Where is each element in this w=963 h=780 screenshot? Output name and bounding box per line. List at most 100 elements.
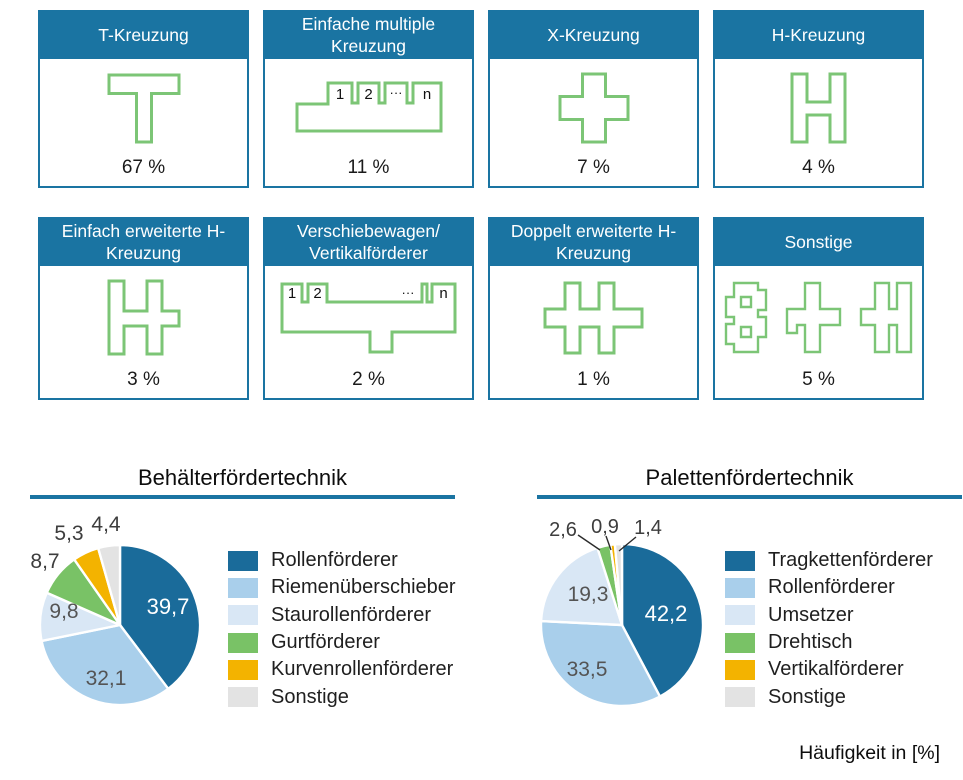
legend-swatch: [725, 659, 755, 680]
legend-swatch: [228, 605, 258, 626]
icon-label-dots: ···: [389, 85, 402, 100]
pie-value-label: 32,1: [86, 667, 127, 690]
legend-label: Vertikalförderer: [768, 658, 904, 681]
transfer-car-icon: 1 2 ··· n: [280, 282, 457, 353]
legend-item: Vertikalförderer: [725, 656, 933, 683]
pie-value-label: 42,2: [645, 601, 688, 626]
double-extended-h-junction-icon: [543, 281, 644, 354]
card-sonstige: Sonstige 5 %: [713, 217, 924, 400]
card-title: Sonstige: [715, 219, 922, 266]
card-title: T-Kreuzung: [40, 12, 247, 59]
pie-value-label: 8,7: [30, 550, 59, 573]
pie-value-label: 1,4: [634, 517, 662, 539]
junction-cards-grid: T-Kreuzung 67 % Einfache multiple Kreuzu…: [38, 10, 924, 400]
card-title: Doppelt erweiterte H-Kreuzung: [490, 219, 697, 266]
icon-label-2: 2: [364, 86, 372, 103]
pie-value-label: 39,7: [147, 594, 190, 619]
pie-value-label: 5,3: [54, 522, 83, 545]
pie-value-label: 9,8: [49, 600, 78, 623]
legend-swatch: [725, 577, 755, 598]
pie-value-label: 19,3: [568, 583, 609, 606]
pie-slice: [613, 542, 624, 627]
pie-slice: [539, 546, 624, 627]
legend-behaelter: Rollenförderer Riemenüberschieber Stauro…: [228, 547, 456, 711]
multiple-junction-icon: 1 2 ··· n: [295, 81, 442, 133]
icon-label-1: 1: [335, 86, 343, 103]
card-t-kreuzung: T-Kreuzung 67 %: [38, 10, 249, 188]
legend-label: Gurtförderer: [271, 631, 380, 654]
pie-slice: [40, 623, 170, 707]
legend-item: Riemenüberschieber: [228, 574, 456, 601]
legend-swatch: [228, 550, 258, 571]
h-junction-icon: [790, 72, 847, 144]
legend-swatch: [228, 577, 258, 598]
card-title: X-Kreuzung: [490, 12, 697, 59]
t-junction-icon: [107, 73, 180, 143]
card-percent: 3 %: [127, 369, 160, 390]
legend-item: Rollenförderer: [725, 574, 933, 601]
legend-label: Umsetzer: [768, 603, 854, 626]
label-leader-line: [605, 535, 612, 551]
card-verschiebewagen: Verschiebewagen/ Vertikalförderer 1 2 ··…: [263, 217, 474, 400]
legend-swatch: [725, 550, 755, 571]
legend-item: Sonstige: [725, 683, 933, 710]
icon-label-dots: ···: [402, 285, 415, 300]
legend-label: Tragkettenförderer: [768, 549, 933, 572]
pie-value-label: 4,4: [91, 513, 121, 536]
legend-label: Drehtisch: [768, 631, 853, 654]
card-percent: 11 %: [347, 157, 390, 178]
legend-label: Rollenförderer: [271, 549, 398, 572]
legend-label: Riemenüberschieber: [271, 576, 456, 599]
card-title: Verschiebewagen/ Vertikalförderer: [265, 219, 472, 266]
title-underline: [537, 495, 962, 499]
card-x-kreuzung: X-Kreuzung 7 %: [488, 10, 699, 188]
legend-item: Umsetzer: [725, 602, 933, 629]
card-percent: 7 %: [577, 157, 610, 178]
legend-item: Sonstige: [228, 683, 456, 710]
legend-label: Rollenförderer: [768, 576, 895, 599]
misc-junction-icon-a: [724, 281, 768, 354]
unit-footnote: Häufigkeit in [%]: [799, 742, 940, 764]
card-doppelt-erweiterte-h-kreuzung: Doppelt erweiterte H-Kreuzung 1 %: [488, 217, 699, 400]
pie-value-label: 33,5: [567, 658, 608, 681]
card-percent: 1 %: [577, 369, 610, 390]
legend-label: Sonstige: [768, 685, 846, 708]
chart-title-paletten: Palettenfördertechnik: [645, 465, 854, 490]
pie-value-label: 0,9: [591, 516, 619, 538]
title-underline: [30, 495, 455, 499]
misc-junction-icon-c: [859, 281, 913, 354]
chart-title-behaelter: Behälterfördertechnik: [137, 465, 348, 490]
legend-swatch: [725, 687, 755, 708]
label-leader-line: [577, 534, 601, 551]
legend-swatch: [228, 659, 258, 680]
legend-label: Sonstige: [271, 685, 349, 708]
legend-item: Gurtförderer: [228, 629, 456, 656]
legend-item: Rollenförderer: [228, 547, 456, 574]
x-junction-icon: [558, 72, 629, 144]
pie-slice: [96, 543, 122, 627]
legend-swatch: [725, 605, 755, 626]
card-title: Einfache multiple Kreuzung: [265, 12, 472, 59]
icon-label-1: 1: [288, 285, 296, 302]
pie-slice: [620, 542, 705, 698]
card-h-kreuzung: H-Kreuzung 4 %: [713, 10, 924, 188]
card-title: Einfach erweiterte H-Kreuzung: [40, 219, 247, 266]
legend-swatch: [228, 687, 258, 708]
card-einfach-erweiterte-h-kreuzung: Einfach erweiterte H-Kreuzung 3 %: [38, 217, 249, 400]
legend-item: Drehtisch: [725, 629, 933, 656]
legend-item: Kurvenrollenförderer: [228, 656, 456, 683]
icon-label-n: n: [439, 285, 447, 302]
card-title: H-Kreuzung: [715, 12, 922, 59]
pie-slice: [539, 619, 662, 708]
pie-slice: [118, 543, 202, 691]
legend-paletten: Tragkettenförderer Rollenförderer Umsetz…: [725, 547, 933, 711]
pie-chart-palettenfoerdertechnik: 42,2 33,5 19,3 2,6 0,9 1,4: [539, 516, 705, 708]
legend-item: Tragkettenförderer: [725, 547, 933, 574]
misc-junction-icon-b: [785, 281, 842, 354]
card-percent: 67 %: [121, 157, 166, 178]
card-percent: 2 %: [352, 369, 385, 390]
legend-item: Staurollenförderer: [228, 602, 456, 629]
card-percent: 5 %: [802, 369, 835, 390]
card-einfache-multiple-kreuzung: Einfache multiple Kreuzung 1 2 ··· n 11 …: [263, 10, 474, 188]
